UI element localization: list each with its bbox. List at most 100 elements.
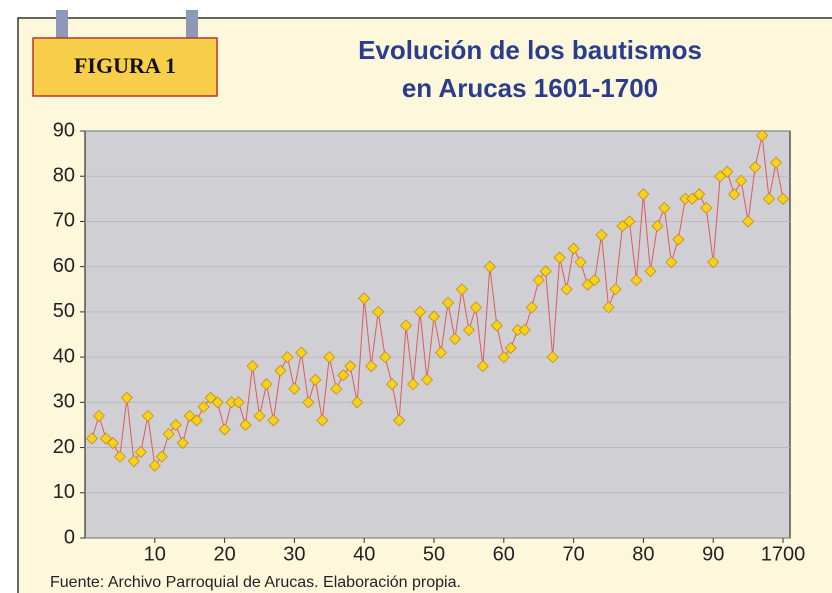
data-point: [351, 396, 364, 409]
data-point: [476, 360, 489, 373]
data-point: [176, 436, 189, 450]
data-point: [595, 228, 608, 242]
data-point: [707, 256, 720, 269]
data-point: [134, 446, 147, 459]
tab: [186, 10, 198, 38]
data-point: [127, 455, 140, 468]
data-point: [169, 418, 182, 432]
y-tick-label: 70: [53, 210, 75, 232]
data-point: [288, 382, 301, 395]
figure-label: FIGURA 1: [74, 53, 176, 78]
data-point: [302, 396, 315, 409]
data-point: [504, 342, 517, 355]
data-point: [665, 256, 678, 269]
x-tick-label: 40: [353, 543, 375, 565]
data-point: [295, 346, 308, 359]
y-tick-label: 50: [53, 300, 75, 322]
data-point: [602, 301, 615, 314]
tab: [56, 10, 68, 38]
data-point: [253, 409, 266, 422]
data-point: [518, 323, 531, 337]
data-point: [574, 256, 587, 269]
data-point: [525, 301, 538, 314]
data-point: [211, 396, 224, 409]
data-point: [553, 251, 566, 264]
data-point: [455, 283, 468, 296]
y-tick-label: 60: [53, 255, 75, 277]
data-point: [197, 400, 210, 413]
y-tick-label: 20: [53, 436, 75, 458]
data-point: [644, 265, 657, 278]
data-point: [365, 360, 378, 373]
data-point: [776, 192, 790, 205]
data-point: [190, 414, 203, 427]
data-point: [693, 188, 706, 201]
data-point: [141, 409, 154, 422]
data-point: [85, 432, 99, 445]
x-tick-label: 60: [493, 543, 515, 565]
data-point: [113, 450, 126, 463]
data-point: [735, 174, 748, 187]
data-point: [260, 378, 273, 391]
data-point: [274, 364, 287, 377]
data-point: [623, 215, 636, 228]
y-tick-label: 90: [53, 119, 75, 141]
x-tick-label: 50: [423, 543, 445, 565]
data-point: [413, 305, 427, 318]
data-point: [407, 378, 420, 391]
data-point: [204, 391, 217, 404]
data-point: [756, 129, 769, 142]
y-tick-label: 10: [53, 481, 75, 503]
data-point: [637, 188, 650, 201]
data-point: [344, 360, 357, 373]
data-point: [721, 165, 734, 178]
data-point: [316, 414, 329, 427]
data-point: [560, 283, 573, 296]
x-tick-label: 90: [702, 543, 724, 565]
data-point: [420, 373, 434, 386]
data-point: [630, 274, 643, 287]
source-note: Fuente: Archivo Parroquial de Arucas. El…: [50, 574, 461, 591]
data-point: [232, 396, 245, 409]
y-tick-label: 0: [64, 526, 75, 548]
data-point: [497, 351, 510, 364]
x-tick-label: 30: [283, 543, 305, 565]
data-point: [330, 382, 343, 395]
data-point: [434, 346, 448, 359]
data-point: [281, 351, 294, 364]
data-point: [386, 378, 399, 391]
data-point: [162, 427, 175, 441]
data-point: [337, 369, 350, 382]
data-point: [700, 201, 713, 214]
y-tick-label: 80: [53, 165, 75, 187]
data-point: [246, 360, 259, 373]
data-point: [106, 436, 119, 450]
data-point: [728, 188, 741, 201]
data-point: [546, 351, 559, 364]
data-point: [379, 351, 392, 364]
data-point: [309, 373, 322, 386]
data-point: [588, 274, 601, 287]
data-point: [427, 310, 441, 323]
y-tick-label: 40: [53, 345, 75, 367]
data-point: [742, 215, 755, 228]
chart-title: Evolución de los bautismos: [358, 35, 702, 65]
data-point: [539, 265, 552, 278]
data-point: [218, 423, 231, 436]
data-point: [441, 296, 455, 309]
data-point: [469, 301, 482, 314]
series-line: [91, 135, 784, 467]
data-point: [155, 450, 168, 463]
chart-title: en Arucas 1601-1700: [402, 73, 658, 103]
x-tick-label: 10: [144, 543, 166, 565]
data-point: [483, 260, 496, 273]
data-point: [148, 459, 161, 472]
y-tick-label: 30: [53, 391, 75, 413]
data-point: [672, 233, 685, 246]
data-point: [372, 305, 385, 318]
data-point: [462, 323, 475, 337]
x-tick-label: 1700: [761, 543, 806, 565]
data-point: [567, 242, 580, 255]
data-point: [651, 219, 664, 233]
